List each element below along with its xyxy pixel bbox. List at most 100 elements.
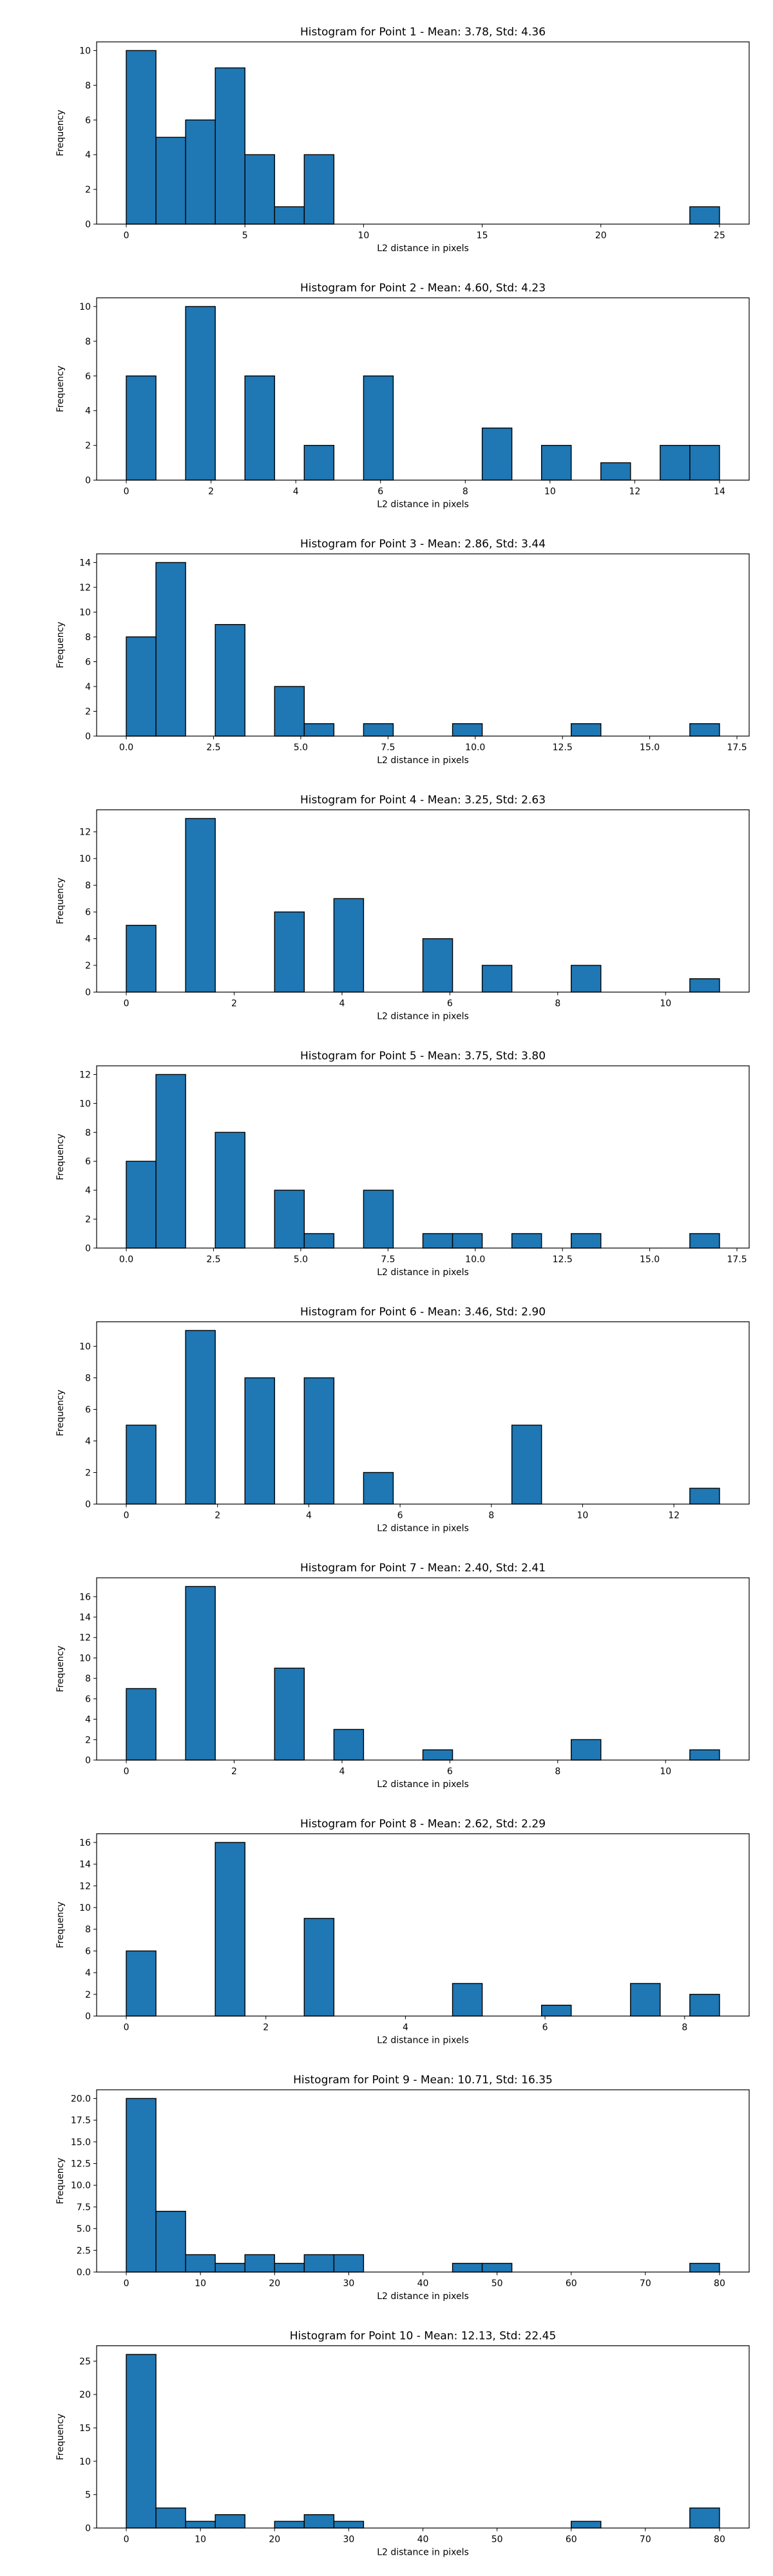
y-tick-label: 10 <box>79 1903 91 1913</box>
x-tick-label: 50 <box>491 2535 503 2545</box>
y-tick-label: 20.0 <box>71 2094 91 2104</box>
y-axis-label: Frequency <box>55 366 66 412</box>
histogram-bar <box>600 462 631 481</box>
histogram-bar <box>333 2521 365 2529</box>
y-axis-label: Frequency <box>55 1645 66 1692</box>
histogram-panel-10: Histogram for Point 10 - Mean: 12.13, St… <box>55 2330 750 2558</box>
histogram-bar <box>303 444 335 481</box>
histogram-bar <box>689 978 720 993</box>
y-tick-label: 2 <box>85 1990 91 2000</box>
y-tick-label: 6 <box>85 115 91 126</box>
histogram-bar <box>185 1330 216 1505</box>
x-tick-label: 6 <box>447 999 453 1009</box>
y-tick-label: 12 <box>79 1633 91 1643</box>
axes-frame <box>96 41 750 225</box>
histogram-bar <box>452 1983 483 2017</box>
x-tick-label: 0 <box>124 2023 129 2033</box>
histogram-bar <box>571 1233 602 1249</box>
histogram-bar <box>185 2254 216 2273</box>
histogram-bar <box>215 67 245 225</box>
x-tick-label: 6 <box>447 1766 453 1777</box>
histogram-bar <box>660 444 691 481</box>
y-tick-label: 2 <box>85 1468 91 1478</box>
histogram-bar <box>126 1688 157 1761</box>
x-axis-label: L2 distance in pixels <box>377 2548 469 2558</box>
x-tick-label: 70 <box>640 2278 651 2289</box>
y-tick-label: 6 <box>85 1946 91 1956</box>
histogram-bar <box>215 1132 245 1249</box>
histogram-bar <box>126 1425 157 1505</box>
histogram-bar <box>689 206 720 225</box>
y-tick-label: 8 <box>85 1373 91 1383</box>
y-tick-label: 10 <box>79 1653 91 1663</box>
histogram-bar <box>452 1233 483 1249</box>
x-axis-label: L2 distance in pixels <box>377 1524 469 1534</box>
axes-frame <box>96 1321 750 1505</box>
histogram-bar <box>274 686 305 737</box>
histogram-bar <box>185 119 216 225</box>
histogram-bar <box>274 1667 305 1761</box>
y-tick-label: 10.0 <box>71 2181 91 2191</box>
histogram-bar <box>481 2262 513 2273</box>
histogram-bar <box>185 818 216 993</box>
histogram-bar <box>630 1983 661 2017</box>
axes-frame <box>96 2345 750 2529</box>
y-tick-label: 8 <box>85 632 91 643</box>
chart-title: Histogram for Point 3 - Mean: 2.86, Std:… <box>300 538 546 551</box>
histogram-bar <box>422 938 453 993</box>
x-tick-label: 25 <box>714 231 725 241</box>
y-tick-label: 12 <box>79 1070 91 1080</box>
y-tick-label: 8 <box>85 881 91 891</box>
x-tick-label: 60 <box>566 2535 577 2545</box>
y-tick-label: 0 <box>85 2524 91 2534</box>
histogram-bar <box>155 1074 186 1249</box>
x-tick-label: 0 <box>124 1766 129 1777</box>
x-tick-label: 0 <box>124 231 129 241</box>
histogram-bar <box>540 2004 572 2017</box>
x-tick-label: 8 <box>488 1511 494 1521</box>
x-tick-label: 5.0 <box>294 743 308 753</box>
x-tick-label: 70 <box>640 2535 651 2545</box>
x-tick-label: 6 <box>542 2023 548 2033</box>
x-tick-label: 0.0 <box>119 743 133 753</box>
x-tick-label: 2 <box>208 487 214 497</box>
histogram-bar <box>333 2254 365 2273</box>
histogram-bar <box>274 1189 305 1249</box>
histogram-bar <box>571 723 602 737</box>
x-axis-label: L2 distance in pixels <box>377 500 469 510</box>
histogram-bar <box>689 1233 720 1249</box>
y-tick-label: 8 <box>85 1674 91 1684</box>
x-tick-label: 0 <box>124 999 129 1009</box>
histogram-bar <box>185 306 216 481</box>
y-tick-label: 8 <box>85 80 91 91</box>
y-tick-label: 20 <box>79 2390 91 2400</box>
x-tick-label: 0.0 <box>119 1255 133 1265</box>
x-tick-label: 2 <box>231 1766 237 1777</box>
x-tick-label: 15.0 <box>640 1255 660 1265</box>
x-tick-label: 20 <box>269 2278 280 2289</box>
x-tick-label: 20 <box>269 2535 280 2545</box>
y-tick-label: 0 <box>85 732 91 742</box>
histogram-bar <box>155 2507 186 2529</box>
chart-title: Histogram for Point 8 - Mean: 2.62, Std:… <box>300 1818 546 1831</box>
x-tick-label: 10 <box>195 2535 206 2545</box>
y-tick-label: 8 <box>85 337 91 347</box>
y-tick-label: 2 <box>85 1735 91 1745</box>
x-tick-label: 40 <box>417 2278 429 2289</box>
histogram-bar <box>689 2507 720 2529</box>
histogram-bar <box>363 1472 394 1505</box>
histogram-bar <box>363 723 394 737</box>
x-tick-label: 4 <box>403 2023 408 2033</box>
histogram-panel-1: Histogram for Point 1 - Mean: 3.78, Std:… <box>55 26 750 254</box>
axes-frame <box>96 297 750 481</box>
y-tick-label: 6 <box>85 657 91 667</box>
y-tick-label: 16 <box>79 1592 91 1602</box>
x-tick-label: 8 <box>682 2023 687 2033</box>
chart-title: Histogram for Point 2 - Mean: 4.60, Std:… <box>300 282 546 295</box>
y-tick-label: 10 <box>79 46 91 56</box>
y-tick-label: 2 <box>85 1215 91 1225</box>
histogram-bar <box>571 2521 602 2529</box>
histogram-bar <box>303 1233 335 1249</box>
chart-title: Histogram for Point 1 - Mean: 3.78, Std:… <box>300 26 546 39</box>
x-tick-label: 17.5 <box>727 743 747 753</box>
